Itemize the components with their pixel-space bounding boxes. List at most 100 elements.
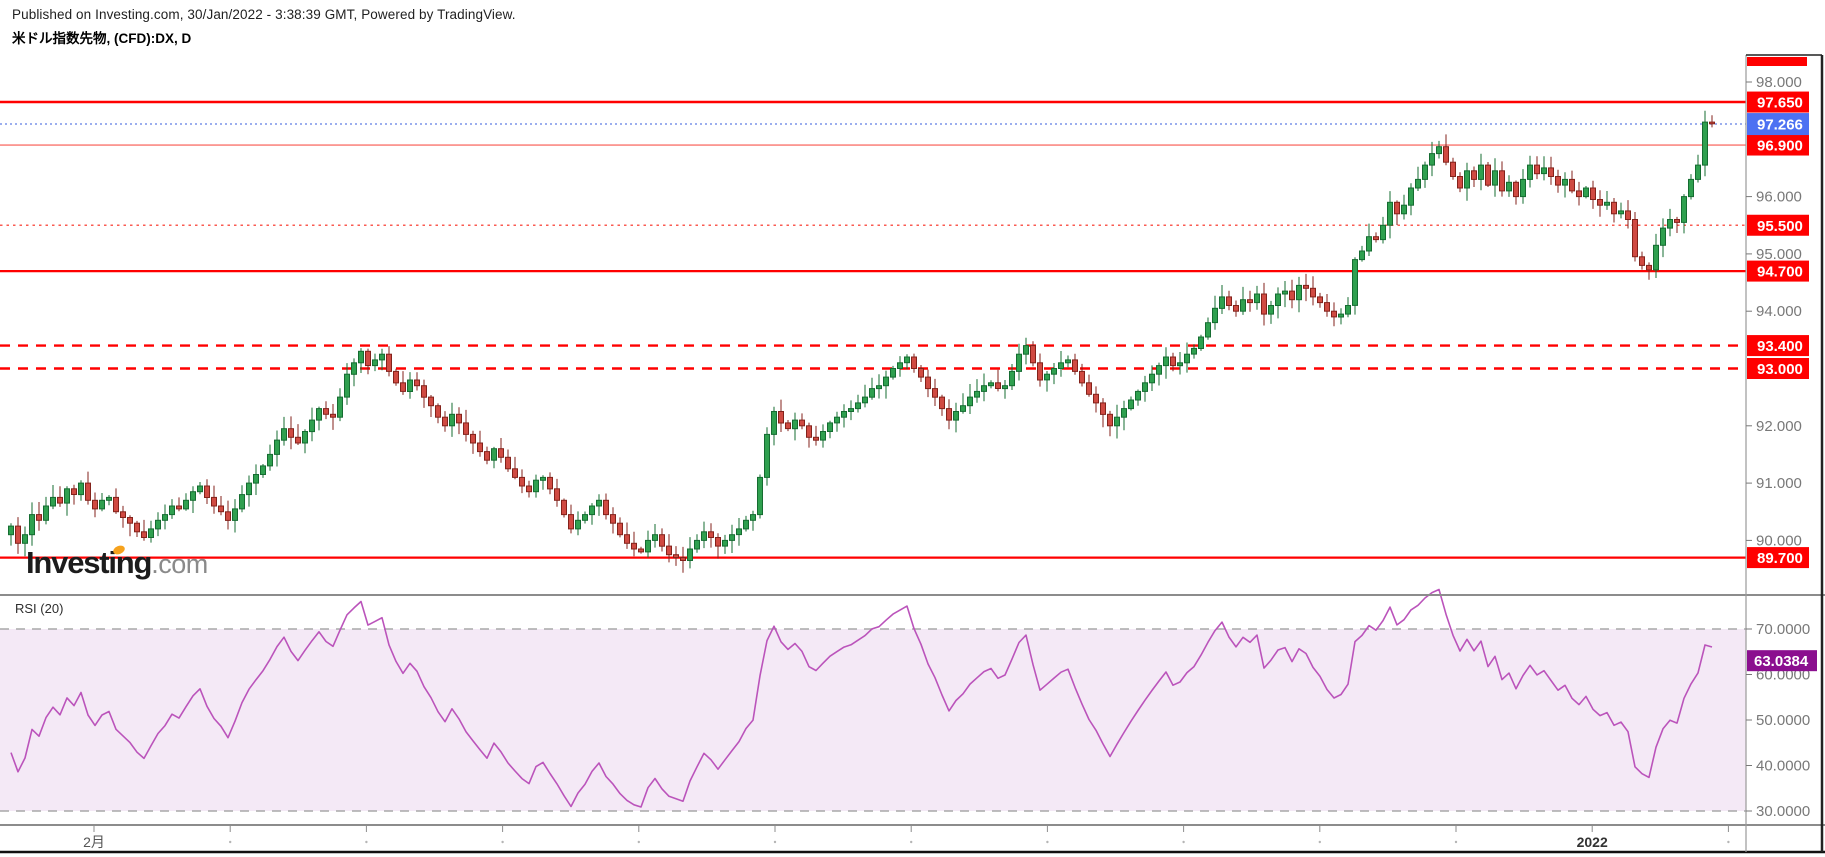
candle-body [1226,296,1232,306]
candle-body [1282,290,1288,295]
candle-body [540,476,546,481]
svg-text:96.900: 96.900 [1757,138,1803,155]
candle-body [1366,236,1372,252]
candle-body [1499,170,1505,192]
candle-body [1667,219,1673,229]
candle-body [22,534,28,544]
candle-body [239,494,245,510]
candle-body [1583,187,1589,198]
candle-body [1009,370,1015,387]
candle-body [855,402,861,410]
candle-body [225,511,231,521]
candle-body [827,422,833,432]
rsi-value-label [1747,650,1817,672]
candle-body [1142,382,1148,392]
price-tick-label: 95.000 [1756,246,1802,263]
candle-body [1317,296,1323,304]
candle-body [743,519,749,530]
level-price-label [1747,547,1809,569]
candle-body [50,496,56,507]
candle-body [1408,187,1414,206]
candle-body [1184,353,1190,364]
candle-body [1079,370,1085,384]
candle-body [281,428,287,441]
candle-body [897,362,903,369]
investing-logo: Investing.com [26,544,208,583]
candle-body [337,396,343,418]
candle-body [1233,305,1239,312]
candle-body [1030,345,1036,364]
logo-text: Investing [26,545,152,580]
candle-body [1296,284,1302,301]
candle-body [78,482,84,496]
candle-body [183,499,189,510]
candle-body [344,373,350,398]
candle-body [1709,121,1715,125]
rsi-indicator-label: RSI (20) [15,601,64,616]
candle-body [1695,164,1701,180]
candle-body [1121,408,1127,418]
candle-body [1149,373,1155,384]
price-tick-label: 96.000 [1756,189,1802,206]
price-tick-label: 92.000 [1756,418,1802,435]
candle-body [680,557,686,561]
published-line: Published on Investing.com, 30/Jan/2022 … [12,7,516,22]
candle-body [1541,167,1547,175]
candle-body [1128,399,1134,410]
candle-body [1212,307,1218,324]
candle-body [43,505,49,521]
candle-body [1604,201,1610,206]
candle-body [1345,305,1351,315]
candle-body [1562,178,1568,186]
rsi-tick-label: 40.0000 [1756,758,1810,775]
candle-body [414,379,420,387]
candle-body [204,485,210,498]
candle-body [820,431,826,441]
candle-body [1093,393,1099,404]
candle-body [1072,359,1078,372]
level-price-label [1747,335,1809,357]
candle-body [722,539,728,547]
candle-body [71,488,77,495]
candle-body [15,525,21,544]
candle-body [673,554,679,559]
candle-body [890,368,896,378]
svg-text:95.500: 95.500 [1757,218,1803,235]
candle-body [435,405,441,418]
candle-body [1436,146,1442,155]
candle-body [1002,385,1008,390]
candle-body [421,385,427,398]
candle-body [1653,244,1659,271]
candle-body [603,499,609,516]
candle-body [1387,201,1393,226]
candle-body [771,411,777,435]
candle-body [36,514,42,521]
candle-body [1352,259,1358,306]
candle-body [1261,293,1267,315]
price-axis: 98.000 96.000 95.000 94.000 92.000 91.000 90.0… [1746,74,1817,820]
candle-body [1660,227,1666,246]
candles [8,110,1715,573]
candle-body [547,476,553,490]
clipped-level-label [1747,57,1807,66]
candle-body [1394,201,1400,215]
candle-body [1513,181,1519,198]
candle-body [967,396,973,407]
candle-body [1576,190,1582,198]
candle-body [988,382,994,387]
candle-body [1058,362,1064,369]
candle-body [1240,299,1246,312]
price-tick-label: 94.000 [1756,303,1802,320]
candle-body [995,382,1001,389]
price-tick-label: 91.000 [1756,475,1802,492]
candle-body [911,356,917,369]
candle-body [715,537,721,547]
candle-body [960,405,966,412]
candle-body [1450,161,1456,177]
candle-body [365,350,371,367]
candle-body [92,499,98,510]
candle-body [1534,164,1540,175]
candle-body [841,411,847,418]
candle-body [484,451,490,461]
